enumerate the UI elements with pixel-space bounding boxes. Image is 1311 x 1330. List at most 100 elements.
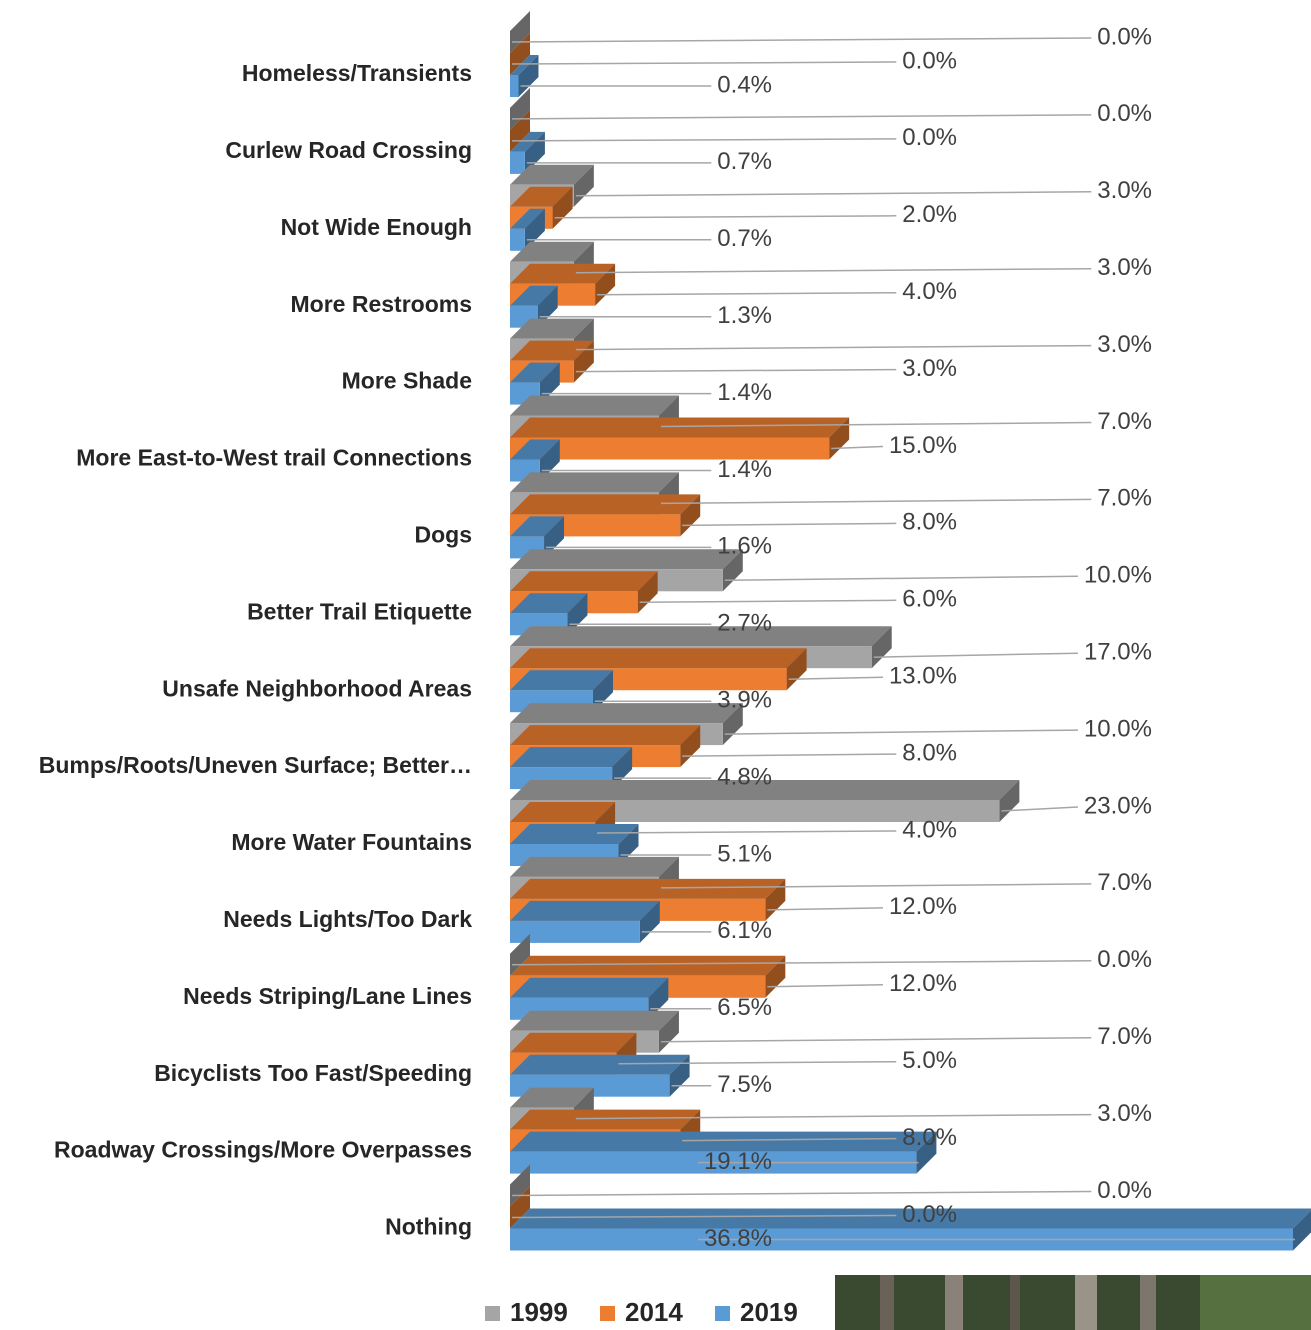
leader-line — [597, 291, 897, 296]
bar-top — [510, 516, 565, 537]
bar-top — [510, 571, 658, 592]
category-label: Nothing — [385, 1214, 472, 1240]
category-label: Needs Striping/Lane Lines — [183, 983, 472, 1009]
leader-line — [575, 191, 1092, 197]
leader-line — [597, 830, 897, 834]
bar-top — [510, 977, 669, 998]
value-label: 4.0% — [902, 278, 957, 305]
legend-swatch — [600, 1306, 615, 1321]
bar-side — [916, 1131, 937, 1174]
legend-swatch — [715, 1306, 730, 1321]
legend-label: 2014 — [625, 1297, 683, 1327]
value-label: 1.4% — [717, 456, 772, 483]
value-label: 2.0% — [902, 201, 957, 228]
leader-line — [724, 575, 1078, 582]
value-label: 0.0% — [902, 1201, 957, 1228]
leader-line — [767, 984, 883, 988]
value-label: 36.8% — [704, 1225, 772, 1252]
bar-front — [510, 800, 1000, 822]
bar-top — [510, 703, 743, 724]
leader-line — [873, 652, 1078, 658]
value-label: 23.0% — [1084, 792, 1152, 819]
bar-top — [510, 1087, 594, 1108]
value-label: 19.1% — [704, 1148, 772, 1175]
bar-top — [510, 900, 660, 921]
category-label: Needs Lights/Too Dark — [223, 906, 472, 932]
legend-label: 2019 — [740, 1297, 798, 1327]
category-label: Curlew Road Crossing — [225, 137, 472, 163]
bar-top — [510, 955, 786, 976]
bar-front — [510, 151, 525, 174]
value-label: 6.5% — [717, 994, 772, 1021]
value-label: 1.3% — [717, 302, 772, 329]
value-label: 3.9% — [717, 687, 772, 714]
category-label: Dogs — [415, 521, 473, 547]
category-label: Bicyclists Too Fast/Speeding — [154, 1060, 472, 1086]
legend-label: 1999 — [510, 1297, 568, 1327]
bar-front — [510, 228, 525, 251]
leader-line — [575, 267, 1092, 274]
bar-top — [510, 856, 679, 877]
category-label: More East-to-West trail Connections — [76, 445, 472, 471]
bar-top — [510, 472, 679, 493]
value-label: 0.0% — [1097, 1177, 1152, 1204]
value-label: 0.0% — [1097, 100, 1152, 127]
leader-line — [511, 960, 1092, 966]
value-label: 0.7% — [717, 225, 772, 252]
category-label: Bumps/Roots/Uneven Surface; Better… — [39, 752, 472, 778]
bar-top — [510, 285, 558, 306]
leader-line — [511, 1214, 897, 1219]
bar-top — [510, 1032, 637, 1053]
bar-top — [510, 626, 892, 647]
bar-top — [510, 549, 743, 570]
leader-line — [511, 1190, 1092, 1197]
leader-line — [660, 883, 1092, 889]
leader-line — [788, 676, 883, 680]
category-label: More Shade — [342, 368, 472, 394]
bar-top — [510, 780, 1020, 800]
value-label: 10.0% — [1084, 562, 1152, 589]
bar-side — [1293, 1210, 1311, 1251]
bar-top — [510, 241, 594, 262]
bar-front — [510, 75, 519, 97]
value-label: 15.0% — [889, 432, 957, 459]
value-label: 5.0% — [902, 1047, 957, 1074]
legend-swatch — [485, 1306, 500, 1321]
bar-top — [510, 1131, 937, 1152]
value-label: 10.0% — [1084, 715, 1152, 742]
bar-top — [510, 131, 545, 152]
value-label: 0.0% — [1097, 23, 1152, 50]
bar-top — [510, 824, 639, 844]
value-label: 13.0% — [889, 663, 957, 690]
value-label: 8.0% — [902, 509, 957, 536]
value-label: 0.0% — [1097, 946, 1152, 973]
value-label: 5.1% — [717, 840, 772, 867]
leader-line — [1001, 806, 1078, 812]
bar-top — [510, 1054, 690, 1075]
value-label: 0.4% — [717, 71, 772, 98]
bar-top — [510, 878, 786, 899]
category-label: Homeless/Transients — [242, 60, 472, 86]
value-label: 7.0% — [1097, 408, 1152, 435]
bar-top — [510, 1208, 1311, 1229]
value-label: 1.4% — [717, 379, 772, 406]
value-label: 3.0% — [902, 355, 957, 382]
value-label: 12.0% — [889, 970, 957, 997]
value-label: 4.8% — [717, 763, 772, 790]
value-label: 0.0% — [902, 47, 957, 74]
bar-top — [510, 439, 560, 460]
leader-line — [511, 138, 897, 142]
bar-top — [510, 725, 701, 746]
leader-line — [639, 599, 897, 604]
value-label: 3.0% — [1097, 331, 1152, 358]
value-label: 7.0% — [1097, 869, 1152, 896]
bar-top — [510, 648, 807, 669]
photo — [835, 1275, 1311, 1330]
bar-top — [510, 395, 679, 416]
bar-top — [510, 164, 594, 185]
value-label: 1.6% — [717, 533, 772, 560]
category-label: Unsafe Neighborhood Areas — [162, 675, 472, 701]
leader-line — [682, 522, 897, 527]
category-label: Roadway Crossings/More Overpasses — [54, 1137, 472, 1163]
bar-top — [510, 318, 594, 339]
